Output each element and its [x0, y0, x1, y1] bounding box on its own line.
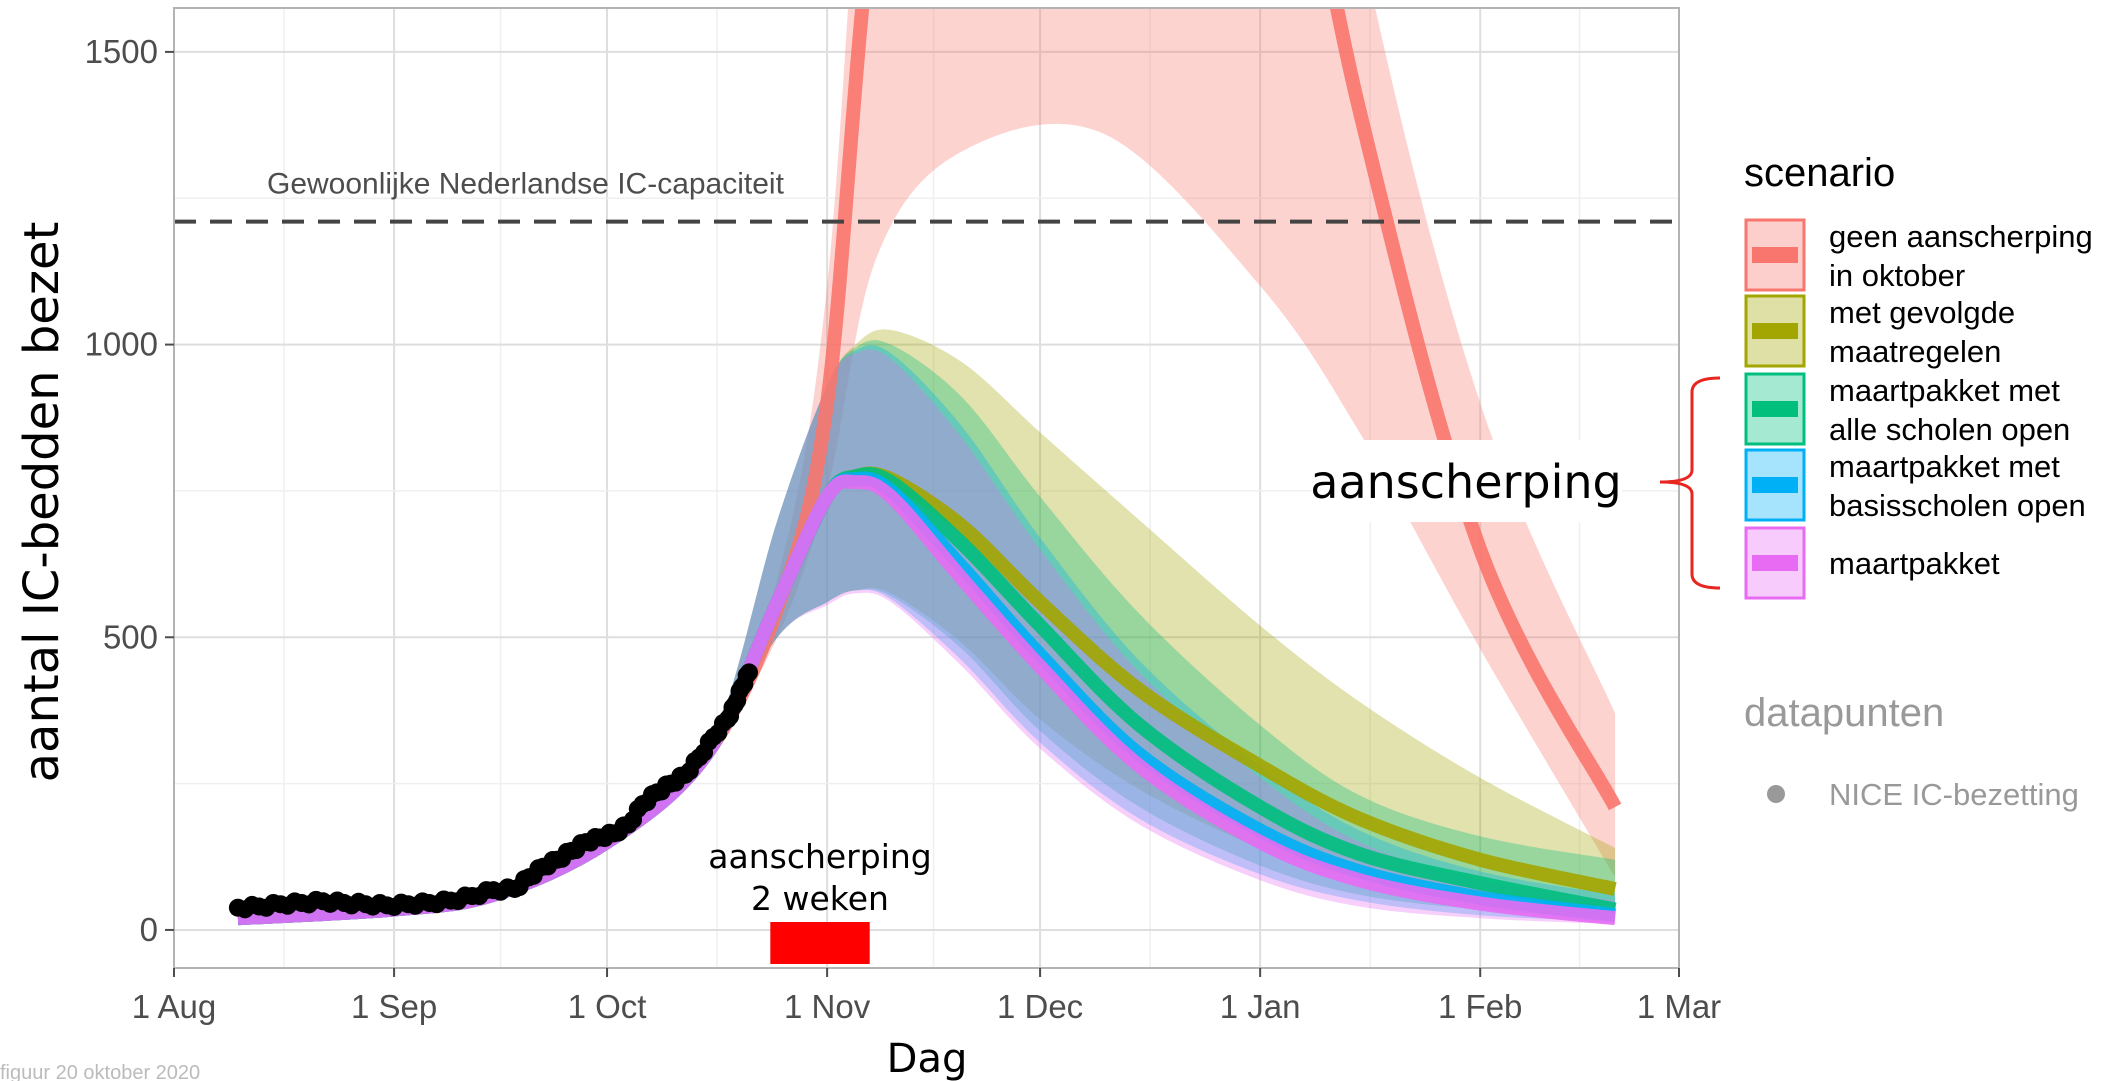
data-point: [434, 890, 453, 909]
legend-label-1-line2: in oktober: [1829, 258, 1965, 293]
data-point: [370, 893, 389, 912]
legend-title-points: datapunten: [1744, 691, 1944, 735]
legend-label-1-line1: geen aanscherping: [1829, 219, 2093, 254]
bracket-label-background: [1312, 440, 1622, 522]
capacity-reference: Gewoonlijke Nederlandse IC-capaciteit: [174, 168, 1679, 224]
legend-label-2-line2: maatregelen: [1829, 334, 2001, 369]
legend-label-2-line1: met gevolgde: [1829, 295, 2015, 330]
legend-key-line-3: [1752, 401, 1798, 417]
data-point: [243, 895, 262, 914]
footer-text: figuur 20 oktober 2020: [0, 1062, 200, 1081]
data-point: [328, 891, 347, 910]
legend-key-line-4: [1752, 477, 1798, 493]
legend: scenario geen aanscherping in oktobermet…: [1744, 151, 2093, 812]
y-tick-label: 0: [140, 911, 158, 948]
legend-label-5-line1: maartpakket: [1829, 546, 2000, 581]
x-tick-label: 1 Aug: [132, 988, 216, 1025]
capacity-reference-label: Gewoonlijke Nederlandse IC-capaciteit: [267, 168, 785, 201]
plot-panel-border: [173, 7, 1680, 969]
data-point: [264, 893, 283, 912]
legend-key-line-1: [1752, 247, 1798, 263]
legend-label-3-line2: alle scholen open: [1829, 412, 2070, 447]
data-point: [456, 886, 475, 905]
bracket-icon: [1659, 376, 1721, 590]
legend-label-4-line2: basisscholen open: [1829, 488, 2086, 523]
y-axis-title: aantal IC-bedden bezet: [14, 222, 70, 783]
y-tick-label: 500: [103, 618, 158, 655]
legend-title: scenario: [1744, 151, 1895, 195]
x-tick-label: 1 Mar: [1637, 988, 1721, 1025]
bracket-label: aanscherping: [1310, 455, 1622, 509]
legend-label-3-line1: maartpakket met: [1829, 373, 2060, 408]
data-point: [349, 892, 368, 911]
data-point: [392, 893, 411, 912]
legend-key-line-2: [1752, 323, 1798, 339]
legend-point-key: [1767, 785, 1785, 803]
data-points: [228, 663, 759, 919]
x-tick-label: 1 Feb: [1438, 988, 1522, 1025]
x-tick-label: 1 Oct: [568, 988, 647, 1025]
data-point: [737, 666, 756, 685]
x-tick-label: 1 Nov: [784, 988, 871, 1025]
legend-key-line-5: [1752, 555, 1798, 571]
intervention-label-line1: aanscherping: [708, 837, 931, 876]
data-point: [285, 892, 304, 911]
x-axis: 1 Aug 1 Sep 1 Oct 1 Nov 1 Dec 1 Jan 1 Feb 1 Mar: [132, 968, 1721, 1025]
band-1: [237, 8, 1616, 919]
legend-label-4-line1: maartpakket met: [1829, 449, 2060, 484]
x-tick-label: 1 Sep: [351, 988, 437, 1025]
y-axis: 0 500 1000 1500: [85, 33, 174, 948]
data-point: [477, 881, 496, 900]
legend-point-label: NICE IC-bezetting: [1829, 777, 2079, 812]
intervention-label-line2: 2 weken: [751, 879, 889, 918]
intervention-bar: [770, 922, 870, 964]
y-tick-label: 1000: [85, 326, 158, 363]
y-tick-label: 1500: [85, 33, 158, 70]
data-point: [413, 892, 432, 911]
band-5: [237, 349, 1616, 925]
x-axis-title: Dag: [887, 1036, 968, 1081]
x-tick-label: 1 Jan: [1220, 988, 1301, 1025]
x-tick-label: 1 Dec: [997, 988, 1083, 1025]
data-point: [306, 890, 325, 909]
